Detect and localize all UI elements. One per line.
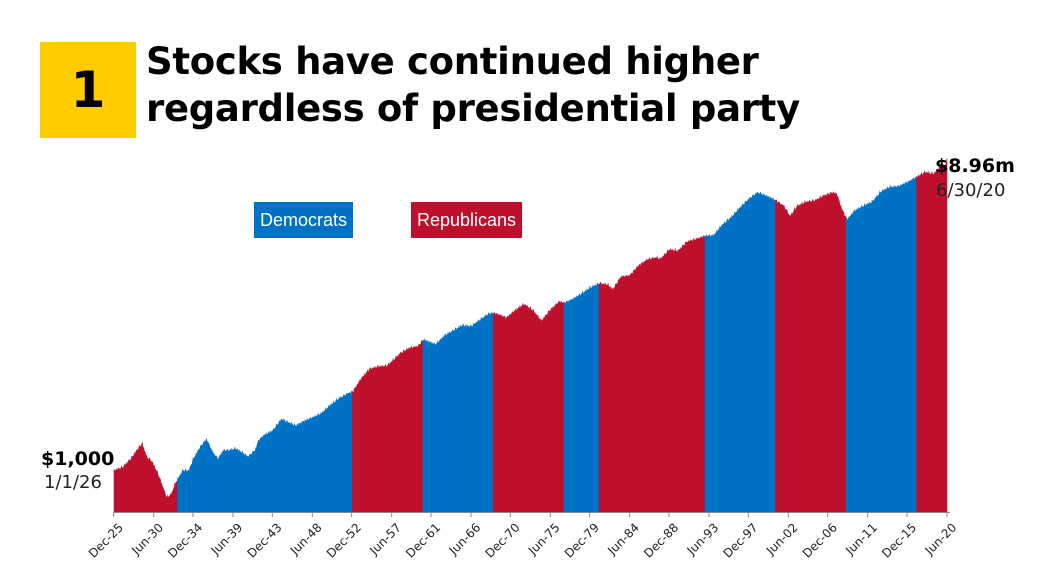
x-tick-label: Dec-88 <box>641 520 681 560</box>
area-democrats-8 <box>704 191 776 513</box>
area-democrats-6 <box>563 282 600 513</box>
area-republicans-5 <box>493 300 565 513</box>
title-line-1: Stocks have continued higher <box>146 40 759 83</box>
badge-number: 1 <box>70 61 106 119</box>
area-democrats-10 <box>845 176 917 513</box>
x-tick-label: Dec-70 <box>482 520 522 560</box>
start-date-label: 1/1/26 <box>44 472 102 493</box>
x-tick-label: Dec-15 <box>879 520 919 560</box>
x-axis: Dec-25 Jun-30 Dec-34 Jun-39 Dec-43 Jun-48 Dec-… <box>86 512 960 561</box>
x-tick-label: Dec-79 <box>562 520 602 560</box>
start-value-label: $1,000 <box>41 448 115 470</box>
x-tick-label: Dec-61 <box>403 520 443 560</box>
area-republicans-9 <box>775 191 847 513</box>
x-tick-label: Jun-39 <box>208 520 246 558</box>
area-republicans-3 <box>352 339 424 513</box>
x-tick-label: Dec-52 <box>324 520 364 560</box>
end-date-label: 6/30/20 <box>936 180 1006 201</box>
x-tick-label: Dec-43 <box>244 520 284 560</box>
party-regime-areas <box>113 158 948 513</box>
area-republicans-1 <box>113 441 178 513</box>
x-tick-label: Jun-57 <box>366 520 404 558</box>
x-tick-label: Dec-25 <box>86 520 126 560</box>
area-democrats-2 <box>177 390 353 513</box>
x-tick-label: Jun-20 <box>922 520 960 558</box>
title-line-2: regardless of presidential party <box>146 87 800 130</box>
legend-democrats: Democrats <box>254 202 354 238</box>
x-tick-label: Jun-84 <box>604 520 642 558</box>
x-tick-label: Jun-93 <box>684 520 722 558</box>
x-tick-label: Jun-66 <box>446 520 484 558</box>
x-tick-label: Jun-75 <box>525 520 563 558</box>
area-republicans-7 <box>598 234 706 513</box>
legend-republicans-label: Republicans <box>417 210 517 230</box>
legend-republicans: Republicans <box>411 202 523 238</box>
x-tick-label: Jun-30 <box>128 520 166 558</box>
x-tick-label: Jun-48 <box>287 520 325 558</box>
end-value-label: $8.96m <box>935 155 1015 177</box>
x-tick-label: Dec-97 <box>720 520 760 560</box>
area-democrats-4 <box>422 311 494 513</box>
legend-democrats-label: Democrats <box>260 210 348 230</box>
area-republicans-11 <box>916 158 948 513</box>
page-title: Stocks have continued higher regardless … <box>146 38 1026 132</box>
x-tick-label: Jun-02 <box>763 520 801 558</box>
x-tick-label: Dec-06 <box>800 520 840 560</box>
x-tick-label: Dec-34 <box>165 520 205 560</box>
x-tick-label: Jun-11 <box>842 520 880 558</box>
number-badge: 1 <box>40 42 136 138</box>
